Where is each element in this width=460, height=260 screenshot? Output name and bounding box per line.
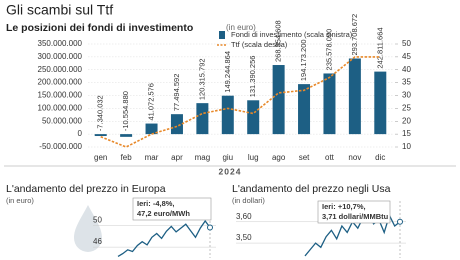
y2-tick-label: 45 [402, 52, 411, 61]
x-tick-label: lug [248, 153, 259, 162]
value-label: 41.072.576 [147, 83, 156, 121]
ttf-line [100, 56, 381, 148]
y2-tick-label: 40 [402, 65, 411, 74]
x-tick-label: giu [222, 153, 233, 162]
y2-tick-label: 20 [402, 116, 411, 125]
annotation-box [317, 200, 391, 224]
y-tick-label: 50 [93, 215, 102, 224]
value-label: 235.578.090 [324, 29, 333, 71]
end-marker [397, 218, 403, 225]
bar [272, 65, 285, 135]
bar [120, 134, 133, 137]
y-tick-label: 50.000.000 [42, 116, 83, 125]
y-tick-label: 350.000.000 [38, 39, 83, 48]
y2-tick-label: 50 [402, 39, 411, 48]
chart-title: L'andamento del prezzo negli Usa [232, 183, 391, 195]
x-tick-label: gen [94, 153, 107, 162]
x-tick-label: set [299, 153, 310, 162]
annotation: 3,71 dollari/MMBtu [322, 212, 389, 221]
price-line [117, 219, 211, 257]
y-tick-label: 300.000.000 [38, 52, 83, 61]
value-label: 242.811.664 [375, 27, 384, 68]
bar [221, 95, 234, 135]
y-tick-label: 3,60 [236, 212, 252, 221]
x-tick-label: dic [375, 153, 385, 162]
value-label: 293.708.672 [350, 14, 359, 56]
y2-tick-label: 25 [402, 103, 411, 112]
x-axis-label: 2024 [219, 166, 242, 176]
y-tick-label: 100.000.000 [38, 103, 83, 112]
page-title: Gli scambi sul Ttf [6, 2, 113, 18]
y2-tick-label: 35 [402, 78, 411, 87]
y2-tick-label: 10 [402, 142, 411, 151]
bar [323, 73, 336, 135]
y-tick-label: 46 [93, 237, 102, 246]
y-tick-label: 0 [78, 129, 83, 138]
y-tick-label: 150.000.000 [38, 91, 83, 100]
y-tick-label: 200.000.000 [38, 78, 83, 87]
end-marker [207, 224, 213, 231]
value-label: 268.354.608 [274, 20, 283, 62]
legend-swatch [219, 31, 225, 39]
chart-title: L'andamento del prezzo in Europa [6, 183, 166, 195]
chart-subtitle: (in euro) [6, 196, 34, 205]
value-label: 77.494.592 [172, 74, 181, 112]
bar [94, 134, 107, 137]
legend-label: Fondi di investimento (scala sinistra) [231, 30, 353, 39]
legend-label: Ttf (scala destra) [231, 40, 288, 49]
annotation-box [132, 197, 212, 221]
bar [145, 123, 158, 135]
bar [348, 58, 361, 135]
x-tick-label: ago [272, 153, 286, 162]
bar [170, 114, 183, 135]
y-tick-label: 250.000.000 [38, 65, 83, 74]
value-label: -7.340.032 [96, 95, 105, 131]
value-label: 149.244.864 [223, 51, 232, 93]
bar [374, 71, 387, 135]
flame-icon [74, 205, 102, 252]
x-tick-label: mar [145, 153, 159, 162]
annotation: Ieri: +10,7%, [322, 202, 366, 211]
y-tick-label: -50.000.000 [39, 142, 82, 151]
chart-subtitle: (in euro) [226, 23, 256, 32]
bar [247, 100, 260, 135]
annotation: Ieri: -4,8%, [137, 199, 175, 208]
x-tick-label: feb [121, 153, 133, 162]
x-tick-label: ott [325, 153, 335, 162]
value-label: 131.390.256 [248, 56, 257, 98]
chart-subtitle: (in dollari) [232, 196, 265, 205]
x-tick-label: nov [348, 153, 361, 162]
bar [298, 84, 311, 135]
value-label: -10.554.880 [121, 91, 130, 131]
value-label: 194.173.200 [299, 39, 308, 81]
y-tick-label: 3,50 [236, 233, 252, 242]
x-tick-label: apr [171, 153, 183, 162]
chart-title: Le posizioni dei fondi di investimento [6, 22, 193, 34]
value-label: 120.315.792 [197, 58, 206, 100]
bar [196, 103, 209, 135]
y2-tick-label: 30 [402, 91, 411, 100]
x-tick-label: mag [195, 153, 211, 162]
y2-tick-label: 15 [402, 129, 411, 138]
annotation: 47,2 euro/MWh [137, 209, 190, 218]
